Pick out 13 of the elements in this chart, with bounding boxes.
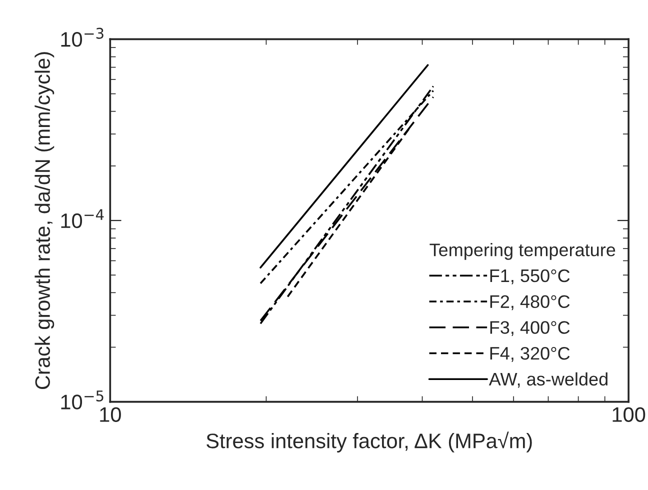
x-axis-title: Stress intensity factor, ΔK (MPa√m)	[206, 432, 532, 452]
y-tick-label: 10$^{−5}$	[61, 390, 104, 410]
x-tick-label: 10	[100, 407, 121, 422]
y-tick-label: 10$^{−3}$	[61, 28, 104, 47]
x-tick-label: 100	[612, 407, 646, 422]
legend-label: F2, 480°C	[490, 295, 570, 310]
legend-label: F3, 400°C	[490, 321, 570, 336]
y-tick-label: 10$^{−4}$	[61, 209, 104, 228]
legend-title: Tempering temperature	[430, 243, 616, 260]
legend-label: F1, 550°C	[490, 269, 570, 284]
y-axis-title: Crack growth rate, da/dN (mm/cycle)	[34, 52, 54, 390]
legend-label: AW, as-welded	[488, 372, 608, 388]
legend-label: F4, 320°C	[490, 346, 570, 362]
